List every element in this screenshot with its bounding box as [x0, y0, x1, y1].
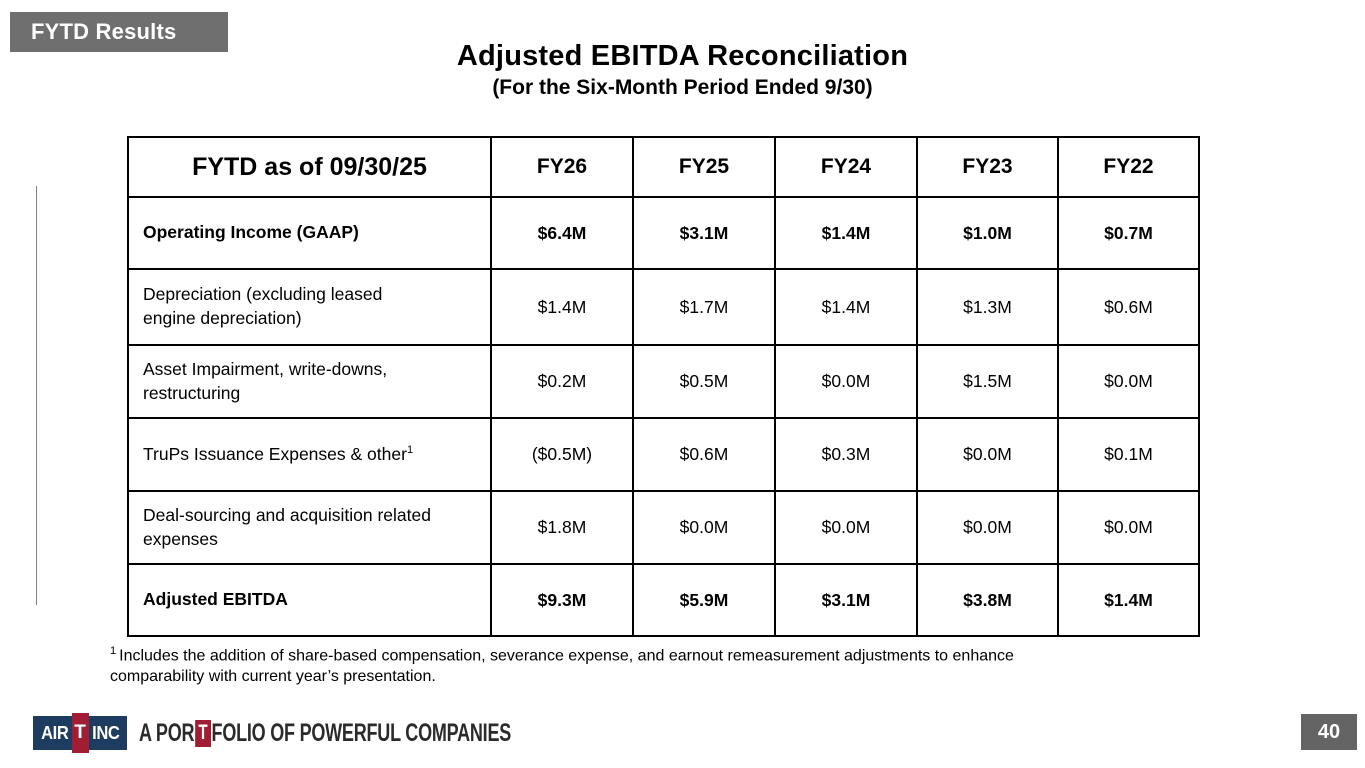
page-subtitle: (For the Six-Month Period Ended 9/30) — [492, 76, 873, 99]
logo-air-text: AIR — [41, 722, 69, 743]
row-value: $3.8M — [916, 563, 1059, 637]
row-label: Depreciation (excluding leased engine de… — [127, 268, 492, 346]
airt-logo: AIR T INC — [33, 713, 127, 753]
table-row: Asset Impairment, write-downs, restructu… — [127, 344, 1200, 419]
row-value: ($0.5M) — [490, 417, 634, 492]
row-label: Operating Income (GAAP) — [127, 196, 492, 270]
row-value: $0.0M — [1057, 344, 1200, 419]
logo-inc-text: INC — [91, 722, 120, 743]
row-value: $1.4M — [774, 196, 918, 270]
row-value: $0.6M — [1057, 268, 1200, 346]
row-value: $0.1M — [1057, 417, 1200, 492]
row-value: $0.6M — [632, 417, 776, 492]
row-value: $1.4M — [1057, 563, 1200, 637]
tagline-post-text: FOLIO OF POWERFUL COMPANIES — [211, 718, 512, 747]
table-header-label: FYTD as of 09/30/25 — [127, 136, 492, 198]
row-value: $1.0M — [916, 196, 1059, 270]
row-label: TruPs Issuance Expenses & other1 — [127, 417, 492, 492]
footnote: 1 Includes the addition of share-based co… — [110, 645, 1085, 687]
table-header-row: FYTD as of 09/30/25 FY26 FY25 FY24 FY23 … — [127, 136, 1200, 198]
row-value: $0.0M — [774, 344, 918, 419]
row-value: $0.0M — [916, 490, 1059, 565]
row-value: $0.5M — [632, 344, 776, 419]
row-value: $1.4M — [774, 268, 918, 346]
row-value: $0.0M — [1057, 490, 1200, 565]
table-row: TruPs Issuance Expenses & other1 ($0.5M)… — [127, 417, 1200, 492]
row-label: Deal-sourcing and acquisition related ex… — [127, 490, 492, 565]
row-value: $1.4M — [490, 268, 634, 346]
row-value: $0.0M — [632, 490, 776, 565]
tagline-t-mark: T — [194, 719, 211, 747]
row-value: $0.3M — [774, 417, 918, 492]
row-value: $1.8M — [490, 490, 634, 565]
title-block: Adjusted EBITDA Reconciliation (For the … — [0, 40, 1365, 100]
row-value: $0.0M — [916, 417, 1059, 492]
table-row: Adjusted EBITDA $9.3M $5.9M $3.1M $3.8M … — [127, 563, 1200, 637]
column-header-fy26: FY26 — [490, 136, 634, 198]
footer: AIR T INC A POR T FOLIO OF POWERFUL COMP… — [33, 711, 656, 755]
tagline-pre-text: A POR — [139, 718, 195, 747]
row-value: $0.2M — [490, 344, 634, 419]
table-row: Deal-sourcing and acquisition related ex… — [127, 490, 1200, 565]
row-value: $3.1M — [774, 563, 918, 637]
column-header-fy23: FY23 — [916, 136, 1059, 198]
row-label: Adjusted EBITDA — [127, 563, 492, 637]
left-vertical-rule — [36, 186, 37, 605]
fytd-results-badge: FYTD Results — [10, 12, 228, 52]
row-value: $1.7M — [632, 268, 776, 346]
table-row: Depreciation (excluding leased engine de… — [127, 268, 1200, 346]
page-number: 40 — [1301, 714, 1357, 750]
column-header-fy25: FY25 — [632, 136, 776, 198]
row-value: $1.5M — [916, 344, 1059, 419]
row-value: $5.9M — [632, 563, 776, 637]
row-value: $3.1M — [632, 196, 776, 270]
logo-tagline: A POR T FOLIO OF POWERFUL COMPANIES — [139, 719, 511, 748]
reconciliation-table: FYTD as of 09/30/25 FY26 FY25 FY24 FY23 … — [127, 136, 1200, 637]
column-header-fy24: FY24 — [774, 136, 918, 198]
column-header-fy22: FY22 — [1057, 136, 1200, 198]
page-title: Adjusted EBITDA Reconciliation — [456, 40, 909, 72]
row-value: $9.3M — [490, 563, 634, 637]
row-label: Asset Impairment, write-downs, restructu… — [127, 344, 492, 419]
row-value: $0.0M — [774, 490, 918, 565]
row-value: $6.4M — [490, 196, 634, 270]
footnote-marker: 1 — [110, 645, 117, 657]
logo-t-mark: T — [71, 713, 89, 753]
row-value: $0.7M — [1057, 196, 1200, 270]
row-value: $1.3M — [916, 268, 1059, 346]
footnote-text: Includes the addition of share-based com… — [110, 647, 1014, 685]
table-body: Operating Income (GAAP) $6.4M $3.1M $1.4… — [127, 196, 1200, 637]
table-row: Operating Income (GAAP) $6.4M $3.1M $1.4… — [127, 196, 1200, 270]
